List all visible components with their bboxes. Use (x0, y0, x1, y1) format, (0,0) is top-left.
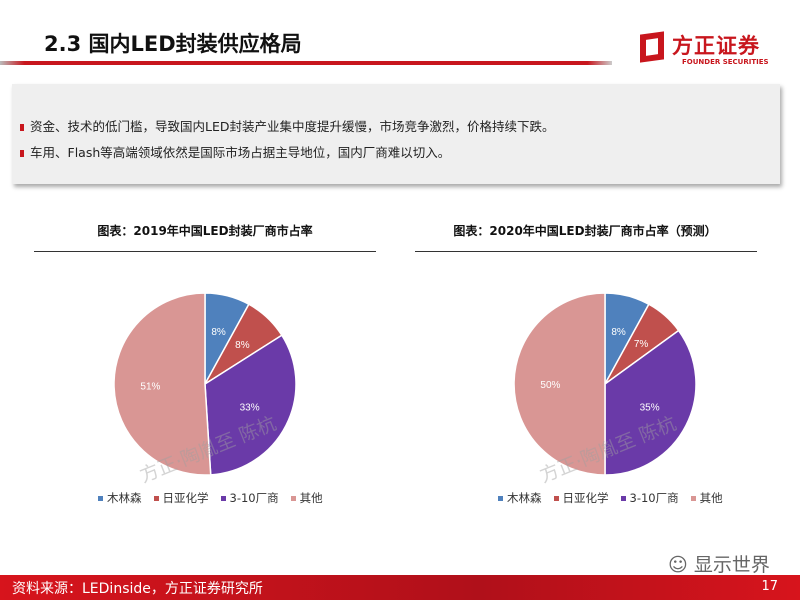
chart-title-2020: 图表：2020年中国LED封装厂商市占率（预测） (453, 224, 717, 238)
page-title: 2.3 国内LED封装供应格局 (44, 32, 302, 56)
wechat-account: ☺ 显示世界 (668, 550, 770, 577)
source-note: 资料来源：LEDinside，方正证券研究所 (12, 581, 263, 597)
logo-cn: 方正证券 (672, 34, 760, 58)
legend-2020: 木林森 日亚化学 3-10厂商 其他 (498, 490, 723, 506)
legend-item: 木林森 (98, 490, 142, 506)
data-label: 33% (240, 403, 260, 414)
legend-item: 木林森 (498, 490, 542, 506)
legend-item: 其他 (690, 490, 723, 506)
legend-2019: 木林森 日亚化学 3-10厂商 其他 (98, 490, 323, 506)
chart-title-2019: 图表：2019年中国LED封装厂商市占率 (97, 224, 313, 238)
pie-slice-其他 (513, 292, 606, 476)
summary-box: 资金、技术的低门槛，导致国内LED封装产业集中度提升缓慢，市场竞争激烈，价格持续… (12, 84, 780, 184)
legend-swatch (620, 496, 626, 501)
title-rule (0, 61, 612, 65)
legend-item: 其他 (290, 490, 323, 506)
legend-swatch (153, 496, 159, 501)
legend-label: 木林森 (107, 491, 142, 505)
logo-mark-icon (640, 31, 664, 63)
chart-divider-2020 (415, 251, 757, 252)
company-logo: 方正证券 FOUNDER SECURITIES (640, 30, 780, 70)
legend-label: 日亚化学 (562, 491, 609, 505)
legend-swatch (553, 496, 559, 501)
data-label: 35% (640, 403, 660, 414)
pie-chart-2020: 8% 7% 35% 50% (513, 292, 697, 476)
data-label: 50% (540, 380, 560, 391)
data-label: 8% (611, 327, 626, 338)
pie-slice-3-10厂商 (604, 329, 697, 476)
wechat-name: 显示世界 (693, 554, 770, 576)
legend-item: 日亚化学 (153, 490, 209, 506)
pie-slice-3-10厂商 (204, 334, 297, 476)
legend-label: 日亚化学 (162, 491, 209, 505)
legend-swatch (498, 496, 503, 501)
data-label: 7% (634, 339, 649, 350)
legend-item: 日亚化学 (553, 490, 609, 506)
legend-item: 3-10厂商 (220, 490, 279, 506)
legend-label: 3-10厂商 (229, 491, 279, 505)
legend-label: 木林森 (507, 491, 542, 505)
page-number: 17 (761, 579, 778, 594)
legend-swatch (290, 496, 296, 501)
data-label: 8% (235, 340, 250, 351)
legend-item: 3-10厂商 (620, 490, 679, 506)
bullet-2: 车用、Flash等高端领域依然是国际市场占据主导地位，国内厂商难以切入。 (20, 142, 450, 161)
bullet-1: 资金、技术的低门槛，导致国内LED封装产业集中度提升缓慢，市场竞争激烈，价格持续… (20, 116, 555, 135)
chart-divider-2019 (34, 251, 376, 252)
data-label: 51% (140, 382, 160, 393)
pie-chart-2019: 8% 8% 33% 51% (113, 292, 297, 476)
footer-bar: 资料来源：LEDinside，方正证券研究所 17 (0, 575, 800, 600)
pie-slice-其他 (113, 292, 212, 476)
legend-label: 其他 (299, 491, 323, 505)
logo-en: FOUNDER SECURITIES (682, 58, 769, 66)
legend-swatch (690, 496, 696, 501)
legend-swatch (98, 496, 103, 501)
wechat-icon: ☺ (668, 554, 694, 576)
legend-label: 3-10厂商 (629, 491, 679, 505)
legend-swatch (220, 496, 226, 501)
legend-label: 其他 (699, 491, 723, 505)
data-label: 8% (211, 327, 226, 338)
